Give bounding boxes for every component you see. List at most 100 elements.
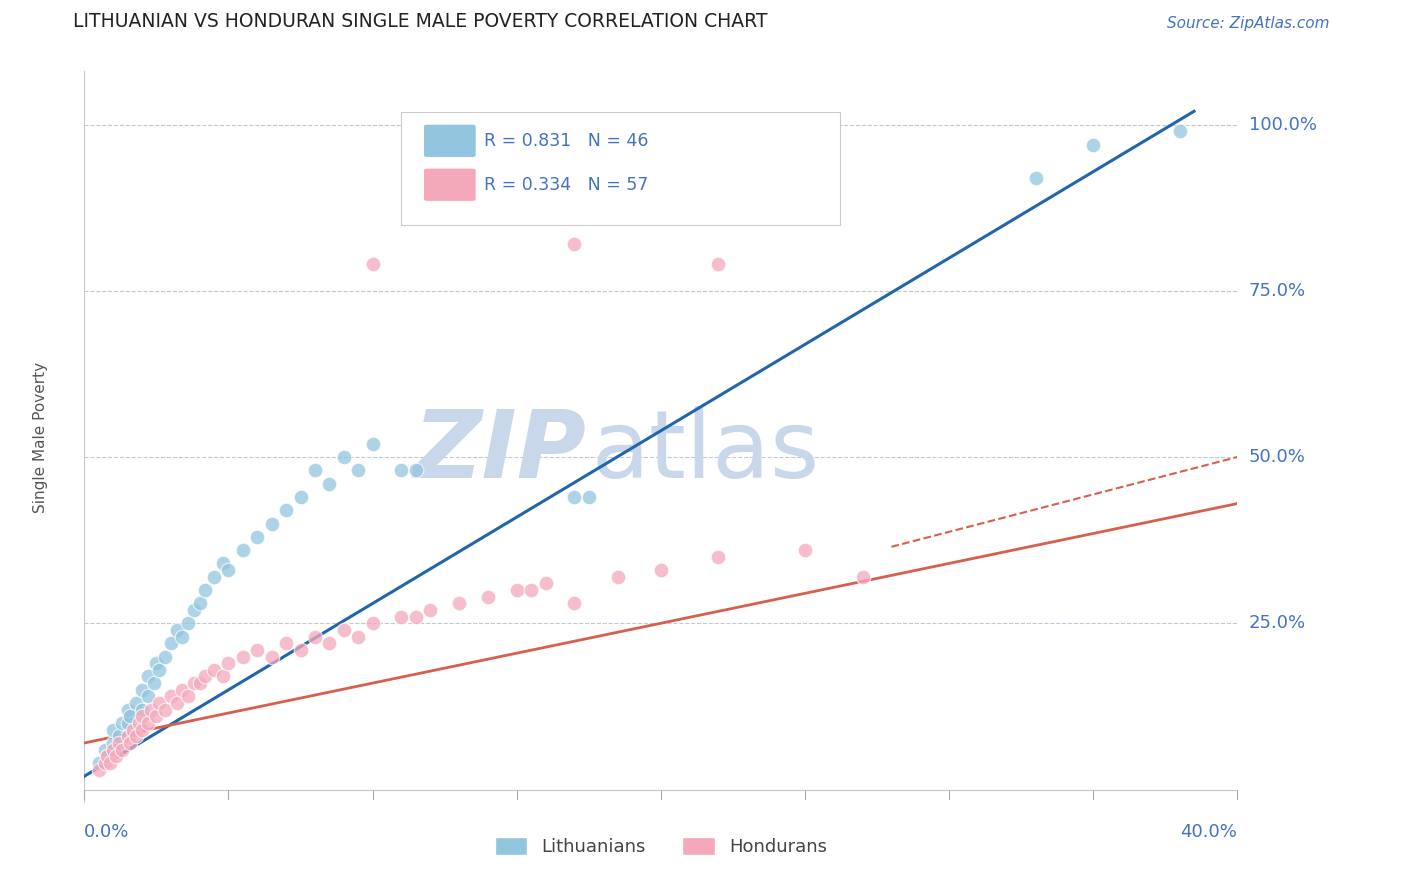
Point — [128, 716, 150, 731]
Point — [188, 676, 211, 690]
Point — [96, 749, 118, 764]
Point — [276, 636, 298, 650]
Point — [202, 663, 225, 677]
Point — [117, 703, 139, 717]
Point — [1083, 137, 1105, 152]
Point — [361, 616, 384, 631]
Point — [117, 716, 139, 731]
Point — [564, 596, 586, 610]
Point — [564, 490, 586, 504]
Point — [304, 463, 326, 477]
Point — [145, 656, 167, 670]
Point — [108, 729, 131, 743]
Point — [449, 596, 471, 610]
Point — [361, 436, 384, 450]
Text: R = 0.831   N = 46: R = 0.831 N = 46 — [485, 132, 650, 150]
Point — [125, 696, 148, 710]
Point — [166, 696, 188, 710]
Point — [232, 543, 254, 558]
Point — [318, 476, 340, 491]
Point — [578, 490, 600, 504]
Point — [707, 549, 730, 564]
Point — [218, 656, 240, 670]
Point — [304, 630, 326, 644]
Point — [260, 516, 283, 531]
Point — [419, 603, 441, 617]
Point — [131, 723, 153, 737]
Point — [405, 609, 427, 624]
Point — [188, 596, 211, 610]
Point — [108, 736, 131, 750]
Point — [120, 736, 142, 750]
Point — [153, 649, 176, 664]
Point — [276, 503, 298, 517]
Point — [105, 749, 128, 764]
Point — [160, 690, 183, 704]
Point — [142, 676, 165, 690]
Point — [211, 669, 233, 683]
Point — [103, 742, 124, 756]
Point — [125, 729, 148, 743]
Point — [794, 543, 817, 558]
Point — [183, 603, 205, 617]
Point — [852, 570, 875, 584]
Point — [564, 237, 586, 252]
Point — [246, 530, 269, 544]
Point — [103, 736, 124, 750]
Point — [405, 463, 427, 477]
Point — [194, 669, 217, 683]
Point — [120, 709, 142, 723]
Point — [98, 756, 121, 770]
Point — [96, 749, 118, 764]
Point — [347, 463, 370, 477]
Point — [477, 590, 499, 604]
Point — [136, 669, 159, 683]
Text: LITHUANIAN VS HONDURAN SINGLE MALE POVERTY CORRELATION CHART: LITHUANIAN VS HONDURAN SINGLE MALE POVER… — [73, 12, 768, 31]
Text: 25.0%: 25.0% — [1249, 615, 1306, 632]
Point — [166, 623, 188, 637]
Point — [333, 450, 356, 464]
Point — [87, 756, 110, 770]
Text: 0.0%: 0.0% — [84, 822, 129, 841]
Point — [160, 636, 183, 650]
Point — [87, 763, 110, 777]
Point — [183, 676, 205, 690]
Point — [290, 490, 312, 504]
Point — [103, 723, 124, 737]
Point — [650, 563, 672, 577]
Point — [361, 257, 384, 271]
Text: atlas: atlas — [592, 406, 820, 498]
Point — [153, 703, 176, 717]
Point — [246, 643, 269, 657]
Point — [260, 649, 283, 664]
Point — [136, 716, 159, 731]
Point — [93, 742, 115, 756]
Text: 50.0%: 50.0% — [1249, 448, 1306, 466]
Point — [172, 630, 194, 644]
Point — [194, 582, 217, 597]
Point — [1025, 170, 1047, 185]
Point — [145, 709, 167, 723]
FancyBboxPatch shape — [423, 124, 477, 158]
Point — [232, 649, 254, 664]
Point — [391, 609, 413, 624]
Text: 40.0%: 40.0% — [1181, 822, 1237, 841]
Point — [122, 723, 145, 737]
Point — [111, 716, 134, 731]
Point — [218, 563, 240, 577]
Point — [211, 557, 233, 571]
Point — [111, 742, 134, 756]
FancyBboxPatch shape — [423, 168, 477, 202]
Text: Single Male Poverty: Single Male Poverty — [34, 361, 48, 513]
Point — [131, 709, 153, 723]
Text: ZIP: ZIP — [413, 406, 586, 498]
Point — [391, 463, 413, 477]
Point — [172, 682, 194, 697]
Point — [148, 696, 170, 710]
Point — [139, 703, 162, 717]
Point — [148, 663, 170, 677]
Point — [347, 630, 370, 644]
Point — [131, 682, 153, 697]
Point — [506, 582, 529, 597]
Point — [318, 636, 340, 650]
